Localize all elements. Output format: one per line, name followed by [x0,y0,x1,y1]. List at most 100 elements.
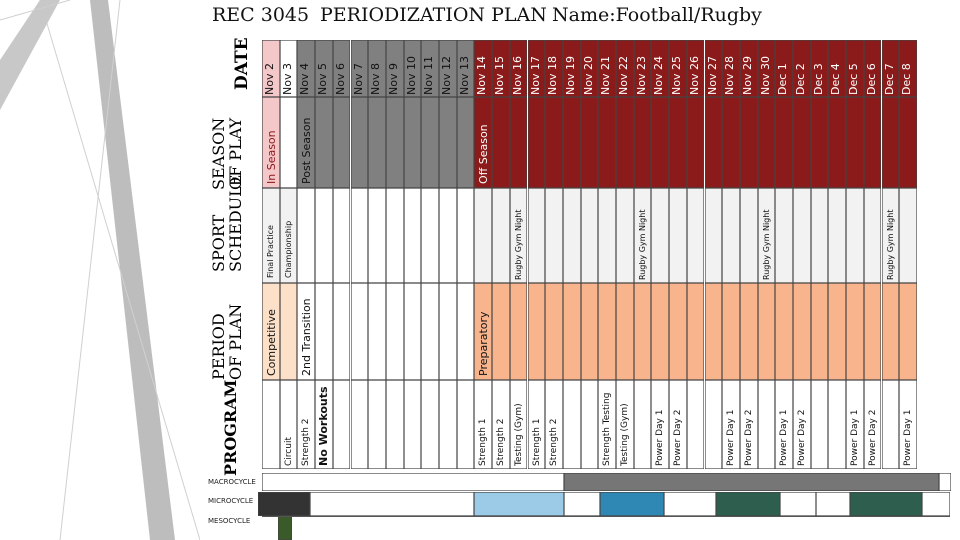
date-cell [846,40,864,97]
program-cell [739,380,758,469]
period-cell [262,283,280,380]
macrocycle-bar [262,473,564,491]
program-text: Strength 1 [478,418,489,466]
program-text: Power Day 1 [903,409,914,466]
date-cell [686,40,705,97]
date-cell [863,40,882,97]
date-label-cell: Nov 22 [617,56,630,95]
schedule-cell [509,188,528,283]
period-cell [368,283,386,380]
date-label-cell: Nov 10 [404,56,418,95]
program-cell [350,380,369,469]
preparatory-text: Preparatory [477,311,491,376]
season-cell [899,97,917,188]
program-text: Power Day 1 [655,409,666,466]
season-cell [421,97,439,188]
schedule-cell [757,188,776,283]
season-cell [315,97,333,188]
season-cell [651,97,670,188]
microcycle-block [816,492,850,516]
date-cell [633,40,652,97]
period-cell [722,283,740,380]
period-cell [616,283,634,380]
period-cell [810,283,829,380]
schedule-cell [704,188,723,283]
program-cell [651,380,670,469]
date-label-cell: Nov 7 [351,63,365,95]
program-cell [368,380,386,469]
program-text: Power Day 1 [726,409,737,466]
season-cell [262,97,280,188]
date-cell [545,40,563,97]
season-cell [669,97,687,188]
program-cell [580,380,599,469]
program-cell [704,380,723,469]
period-cell [315,283,333,380]
mesocycle-block [278,516,292,540]
period-cell [899,283,917,380]
macrocycle-fill [564,473,939,491]
period-cell [474,283,493,380]
schedule-cell [262,188,280,283]
season-cell [332,97,351,188]
date-label-cell: Nov 14 [475,56,489,95]
microcycle-block [564,492,600,516]
microcycle-block [850,492,922,516]
period-cell [757,283,776,380]
period-cell [297,283,316,380]
period-cell [403,283,422,380]
date-cell [899,40,917,97]
date-label-cell: Nov 20 [581,56,595,95]
schedule-cell [421,188,439,283]
date-cell [368,40,386,97]
program-text: Power Day 2 [867,409,878,466]
date-cell [509,40,528,97]
rugby-gym-night-text: Rugby Gym Night [637,209,647,280]
date-cell [757,40,776,97]
program-cell [509,380,528,469]
date-label-cell: Nov 29 [740,56,754,95]
program-text: Power Day 2 [743,409,754,466]
season-cell [775,97,793,188]
period-cell [350,283,369,380]
season-cell [757,97,776,188]
season-cell [704,97,723,188]
program-cell [669,380,687,469]
date-label-cell: Nov 6 [333,63,347,95]
season-cell [846,97,864,188]
season-cell [439,97,457,188]
schedule-cell [545,188,563,283]
schedule-cell [686,188,705,283]
season-cell [492,97,510,188]
date-cell [332,40,351,97]
microcycle-block [474,492,564,516]
schedule-cell [456,188,475,283]
period-cell [828,283,847,380]
date-label-cell: Nov 19 [563,56,577,95]
schedule-cell [793,188,811,283]
final-practice-text: Final Practice [266,225,275,278]
season-cell [722,97,740,188]
post-season-text: Post Season [300,117,314,184]
date-label-cell: Nov 13 [457,56,471,95]
program-text: Strength 2 [549,418,560,466]
period-cell [456,283,475,380]
date-label-cell: Nov 30 [758,56,772,95]
period-cell [651,283,670,380]
program-text: Strength 1 [531,418,542,466]
season-cell [863,97,882,188]
period-cell [332,283,351,380]
season-cell [297,97,316,188]
season-cell [350,97,369,188]
program-cell [492,380,510,469]
date-label-cell: Nov 16 [510,56,524,95]
program-cell [775,380,793,469]
schedule-cell [279,188,298,283]
season-cell [580,97,599,188]
off-season-text: Off Season [477,124,491,184]
date-label-cell: Nov 3 [280,63,294,95]
schedule-cell [669,188,687,283]
schedule-cell [863,188,882,283]
schedule-cell [598,188,616,283]
